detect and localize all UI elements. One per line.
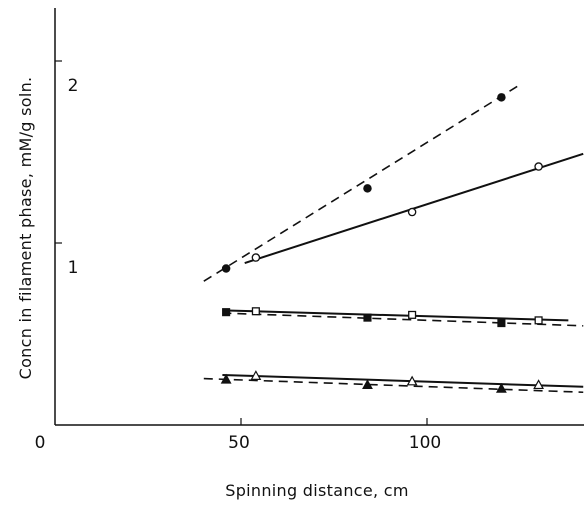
point-filled-circle-1 [363, 184, 372, 193]
fit-line-open-triangle-5 [222, 373, 584, 388]
point-filled-square-0 [222, 308, 231, 317]
point-open-triangle-0 [250, 370, 262, 380]
y-tick-label-1: 1 [68, 258, 79, 278]
point-filled-triangle-2 [495, 382, 507, 393]
axes [54, 8, 584, 426]
point-open-square-0 [251, 307, 260, 316]
tick-labels: 0 50 100 1 2 [35, 76, 442, 453]
point-open-square-2 [534, 316, 543, 325]
fit-line-filled-triangle-4 [203, 377, 584, 394]
x-tick-label-0: 0 [35, 433, 46, 453]
point-filled-triangle-1 [362, 379, 373, 390]
point-filled-square-2 [497, 319, 506, 328]
x-axis-title: Spinning distance, cm [225, 481, 409, 500]
fit-line-filled-circle-0 [203, 83, 521, 282]
markers [220, 93, 545, 393]
fit-lines [203, 83, 584, 394]
y-axis-title: Concn in filament phase, mM/g soln. [16, 77, 35, 380]
fit-line-filled-square-2 [222, 312, 584, 327]
point-filled-triangle-0 [220, 373, 232, 384]
point-open-circle-1 [407, 207, 417, 217]
point-open-triangle-1 [406, 375, 418, 386]
point-open-circle-2 [534, 162, 543, 171]
x-tick-label-50: 50 [228, 433, 250, 453]
point-open-square-1 [408, 310, 417, 319]
x-tick-label-100: 100 [409, 433, 441, 453]
point-open-circle-0 [251, 253, 261, 262]
ticks [55, 60, 428, 425]
fit-line-open-square-3 [222, 309, 569, 322]
point-filled-circle-0 [221, 264, 231, 273]
point-filled-square-1 [363, 313, 372, 322]
point-filled-circle-2 [497, 93, 506, 102]
point-open-triangle-2 [533, 379, 545, 390]
y-tick-label-2: 2 [68, 76, 79, 96]
